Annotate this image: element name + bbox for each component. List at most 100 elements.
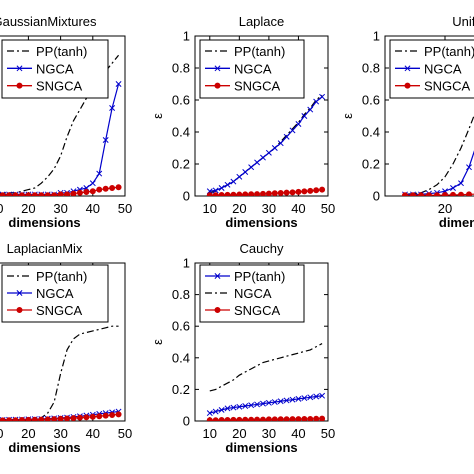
chart-0-x-tick-label-2: 30: [53, 201, 67, 216]
chart-2-legend-label-0: PP(tanh): [424, 44, 474, 59]
chart-4-series-2-point-19: [319, 415, 326, 421]
chart-4-series-0-point-16: [301, 395, 308, 402]
chart-4-series-line-1: [209, 343, 323, 392]
chart-1-series-2-point-15: [295, 188, 302, 195]
chart-3-series-2-point-17: [70, 415, 77, 421]
chart-4-legend-label-1: NGCA: [234, 286, 272, 301]
chart-4-legend-label-0: PP(tanh): [234, 269, 285, 284]
chart-1-legend: PP(tanh) NGCA SNGCA: [199, 39, 305, 99]
chart-0-series-2-point-23: [109, 184, 116, 191]
chart-1-series-1-point-11: [271, 145, 278, 151]
chart-1-series-1-point-7: [248, 164, 255, 171]
chart-3-series-2-point-19: [83, 414, 90, 421]
chart-2-series-2-point-4: [434, 192, 440, 196]
chart-1-series-2-point-11: [271, 190, 278, 196]
chart-4-series-0-point-15: [295, 395, 302, 402]
chart-2-y-tick-label-2: 0.4: [362, 125, 380, 140]
chart-1-series-1-point-12: [277, 140, 284, 147]
chart-1-series-1-point-2: [218, 185, 225, 191]
chart-0-series-2-point-19: [83, 188, 90, 195]
chart-0-series-2-point-12: [38, 192, 45, 196]
chart-2-y-tick-label-4: 0.8: [362, 61, 380, 76]
chart-4-series-2-point-4: [230, 416, 237, 421]
chart-4-y-tick-label-4: 0.8: [172, 287, 190, 302]
chart-1-x-tick-label-3: 40: [291, 201, 305, 216]
chart-0-legend-label-1: NGCA: [36, 61, 74, 76]
chart-4-series-2-point-18: [313, 415, 320, 421]
chart-1-series-1-point-19: [319, 93, 326, 100]
chart-4-series-2-point-10: [265, 416, 272, 421]
chart-4-x-label: dimensions: [225, 440, 297, 455]
chart-0-x-tick-label-4: 50: [118, 201, 132, 216]
chart-2-y-tick-label-5: 1: [373, 29, 380, 44]
chart-0-series-2-point-14: [51, 192, 58, 196]
chart-1-series-2-point-legend: [214, 82, 221, 89]
chart-1-series-2-point-14: [289, 189, 296, 196]
chart-0-series-2-point-22: [102, 185, 109, 192]
chart-1-x-tick-label-2: 30: [262, 201, 276, 216]
chart-3-series-2-point-7: [6, 417, 13, 421]
chart-0-x-tick-label-1: 20: [21, 201, 35, 216]
chart-2-title: Uniform: [452, 14, 474, 29]
chart-2-y-tick-label-1: 0.2: [362, 157, 380, 172]
chart-2-series-1-point-legend: [404, 65, 411, 72]
chart-4-series-0-point-1: [212, 408, 219, 415]
chart-3-x-tick-label-0: 10: [0, 426, 3, 441]
chart-4-series-2-point-legend: [214, 306, 221, 313]
chart-1-y-tick-label-2: 0.4: [172, 125, 190, 140]
chart-0-series-2-point-11: [31, 192, 38, 196]
chart-0-series-2-point-6: [0, 192, 6, 196]
chart-3-series-2-point-12: [38, 416, 45, 421]
chart-0-series-2-point-20: [89, 188, 96, 195]
chart-0-series-2-point-10: [25, 192, 32, 196]
chart-0-series-2-point-7: [6, 192, 13, 196]
chart-4-series-0-point-7: [248, 402, 255, 409]
chart-1-y-tick-label-0: 0: [183, 189, 190, 204]
chart-4-series-0-point-14: [289, 396, 296, 403]
chart-4-series-2-point-17: [307, 415, 314, 421]
chart-1-series-1-point-3: [224, 181, 231, 188]
chart-4-series-0-point-2: [218, 406, 225, 413]
chart-4-series-0-point-11: [271, 399, 278, 405]
chart-1-series-1-point-1: [212, 187, 219, 194]
chart-3-series-2-point-10: [25, 416, 32, 421]
chart-4-x-tick-label-3: 40: [291, 426, 305, 441]
chart-3-series-2-point-13: [44, 416, 51, 421]
chart-2-x-label: dimensions: [439, 215, 474, 230]
chart-1-series-2-point-1: [212, 192, 219, 196]
chart-0-series-1-point-20: [89, 180, 96, 187]
chart-1-series-1-point-10: [265, 149, 272, 156]
chart-2-series-2-point-0: [402, 192, 408, 196]
chart-3-series-line-0: [0, 325, 119, 421]
chart-4-y-tick-label-1: 0.2: [172, 382, 190, 397]
chart-4-series-2-point-16: [301, 415, 308, 421]
chart-0-series-line-1: [0, 83, 120, 195]
chart-1-series-2-point-4: [230, 191, 237, 196]
chart-4-series-2-point-1: [212, 417, 219, 421]
chart-1-series-2-point-13: [283, 189, 290, 196]
chart-3-title: LaplacianMix: [7, 241, 83, 256]
chart-3-x-tick-label-1: 20: [21, 426, 35, 441]
chart-1-title: Laplace: [239, 14, 285, 29]
chart-0-series-2-point-16: [64, 191, 71, 196]
chart-0-series-1-point-23: [109, 105, 116, 111]
chart-3-axes-box: [0, 262, 126, 422]
chart-1-legend-label-2: SNGCA: [234, 79, 281, 94]
chart-3-series-2-point-23: [109, 411, 116, 418]
chart-2-axes-box: [384, 35, 474, 197]
chart-4-series-0-point-18: [313, 393, 320, 400]
chart-3-x-tick-label-3: 40: [86, 426, 100, 441]
chart-1-plot-area: [206, 93, 326, 196]
chart-1-series-1-point-13: [283, 133, 290, 140]
chart-0-series-2-point-18: [76, 189, 83, 196]
chart-panel-2: 20 0 0.2 0.4 0.6 0.8 1 Uniform dimensions ε PP(tan…: [340, 14, 474, 230]
chart-1-series-2-point-2: [218, 192, 225, 196]
chart-0-axes-box: [0, 35, 126, 197]
chart-0-legend-label-2: SNGCA: [36, 79, 83, 94]
chart-0-series-2-point-15: [57, 191, 64, 196]
chart-4-y-tick-label-5: 1: [183, 256, 190, 271]
chart-2-series-1-point-7: [458, 180, 464, 187]
chart-4-series-2-point-5: [236, 416, 243, 421]
chart-3-series-2-point-15: [57, 415, 64, 421]
chart-0-series-2-point-8: [12, 192, 19, 196]
